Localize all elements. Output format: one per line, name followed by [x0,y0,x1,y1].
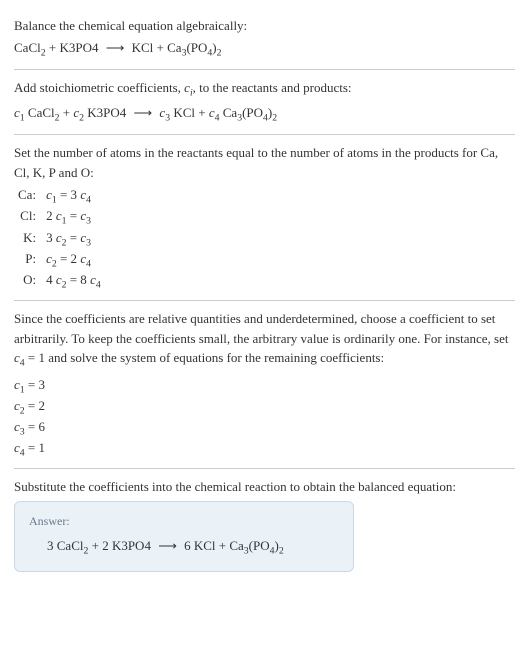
table-row: O:4 c2 = 8 c4 [14,271,105,292]
reaction-arrow: ⟶ [102,40,129,55]
atoms-intro: Set the number of atoms in the reactants… [14,143,515,182]
intro-section: Balance the chemical equation algebraica… [14,10,515,67]
table-row: K:3 c2 = c3 [14,229,105,250]
coeff-line: c4 = 1 [14,439,515,460]
element-equation: c1 = 3 c4 [42,186,105,207]
element-label: P: [14,250,42,271]
element-label: O: [14,271,42,292]
substitute-section: Substitute the coefficients into the che… [14,471,515,578]
stoich-equation: c1 CaCl2 + c2 K3PO4 ⟶ c3 KCl + c4 Ca3(PO… [14,103,515,126]
coeff-line: c2 = 2 [14,397,515,418]
element-label: Ca: [14,186,42,207]
table-row: P:c2 = 2 c4 [14,250,105,271]
divider [14,468,515,469]
atoms-section: Set the number of atoms in the reactants… [14,137,515,298]
products: KCl + Ca3(PO4)2 [132,40,222,55]
element-equation: c2 = 2 c4 [42,250,105,271]
reactant-cacl2: CaCl2 [14,40,46,55]
divider [14,300,515,301]
divider [14,134,515,135]
reaction-arrow: ⟶ [154,538,181,553]
balanced-equation: 3 CaCl2 + 2 K3PO4 ⟶ 6 KCl + Ca3(PO4)2 [29,536,339,559]
substitute-text: Substitute the coefficients into the che… [14,477,515,497]
intro-text: Balance the chemical equation algebraica… [14,16,515,36]
reaction-arrow: ⟶ [130,105,157,120]
element-equation: 4 c2 = 8 c4 [42,271,105,292]
stoich-section: Add stoichiometric coefficients, ci, to … [14,72,515,132]
element-label: Cl: [14,207,42,228]
element-label: K: [14,229,42,250]
element-equation: 2 c1 = c3 [42,207,105,228]
reactant-k3po4: K3PO4 [59,40,98,55]
choose-text: Since the coefficients are relative quan… [14,309,515,371]
table-row: Cl:2 c1 = c3 [14,207,105,228]
coeff-line: c3 = 6 [14,418,515,439]
choose-section: Since the coefficients are relative quan… [14,303,515,466]
stoich-text: Add stoichiometric coefficients, ci, to … [14,78,515,101]
coeff-list: c1 = 3c2 = 2c3 = 6c4 = 1 [14,376,515,461]
atoms-table: Ca:c1 = 3 c4Cl:2 c1 = c3K:3 c2 = c3P:c2 … [14,186,105,292]
answer-box: Answer: 3 CaCl2 + 2 K3PO4 ⟶ 6 KCl + Ca3(… [14,501,354,572]
divider [14,69,515,70]
unbalanced-equation: CaCl2 + K3PO4 ⟶ KCl + Ca3(PO4)2 [14,38,515,61]
element-equation: 3 c2 = c3 [42,229,105,250]
answer-label: Answer: [29,512,339,530]
table-row: Ca:c1 = 3 c4 [14,186,105,207]
coeff-line: c1 = 3 [14,376,515,397]
